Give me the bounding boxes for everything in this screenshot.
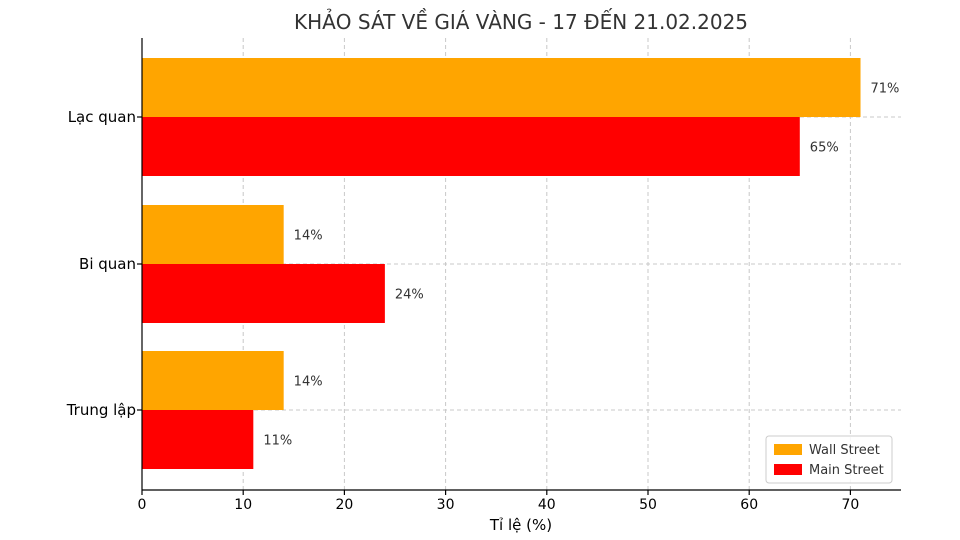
- bar-wall-street: [142, 351, 284, 410]
- legend-label: Main Street: [809, 463, 884, 478]
- category-label: Lạc quan: [68, 108, 136, 126]
- x-tick-label-40: 40: [538, 497, 556, 513]
- bar-wall-street: [142, 205, 284, 264]
- chart-title: KHẢO SÁT VỀ GIÁ VÀNG - 17 ĐẾN 21.02.2025: [294, 9, 748, 34]
- x-tick-label-60: 60: [740, 497, 758, 513]
- bar-main-street: [142, 264, 385, 323]
- bar-wall-street: [142, 58, 861, 117]
- x-axis-label: Tỉ lệ (%): [489, 516, 552, 534]
- bars: [142, 58, 861, 469]
- x-tick-labels: 0 10 20 30 40 50 60 70: [138, 497, 860, 513]
- x-tick-label-10: 10: [234, 497, 252, 513]
- legend: Wall Street Main Street: [765, 435, 893, 484]
- category-labels: Lạc quan Bi quan Trung lập: [66, 108, 136, 419]
- category-label: Trung lập: [66, 401, 136, 419]
- data-labels: 71% 14% 14% 65% 24% 11%: [263, 82, 899, 449]
- bar-main-street: [142, 117, 800, 176]
- legend-swatch: [774, 444, 802, 455]
- data-label: 14%: [294, 375, 323, 390]
- x-tick-label-50: 50: [639, 497, 657, 513]
- data-label: 14%: [294, 229, 323, 244]
- x-tick-label-20: 20: [335, 497, 353, 513]
- category-label: Bi quan: [79, 255, 136, 273]
- data-label: 65%: [810, 141, 839, 156]
- data-label: 24%: [395, 288, 424, 303]
- axes: [137, 38, 901, 495]
- legend-swatch: [774, 464, 802, 475]
- legend-label: Wall Street: [809, 443, 880, 458]
- bar-main-street: [142, 410, 254, 469]
- data-label: 71%: [871, 82, 900, 97]
- x-tick-label-30: 30: [437, 497, 455, 513]
- data-label: 11%: [263, 434, 292, 449]
- x-tick-label-0: 0: [138, 497, 147, 513]
- x-tick-label-70: 70: [841, 497, 859, 513]
